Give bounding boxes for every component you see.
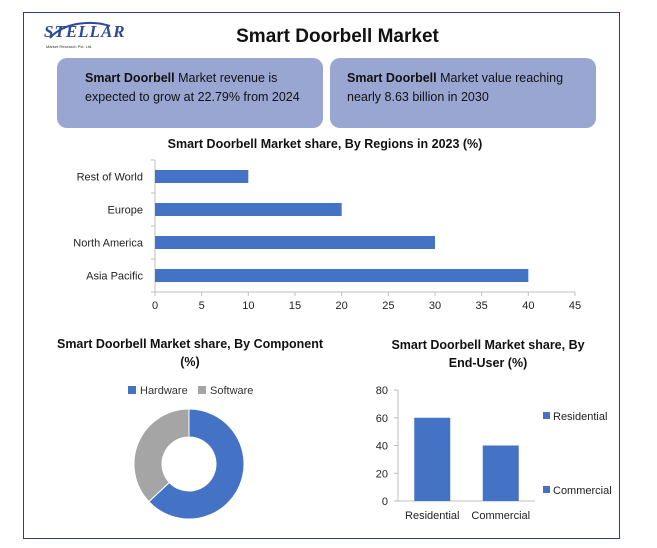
y-tick-label: 40 bbox=[376, 441, 388, 453]
category-label: North America bbox=[73, 238, 144, 250]
legend-swatch-hardware bbox=[128, 386, 136, 394]
legend-swatch-software bbox=[198, 386, 206, 394]
component-chart-title: Smart Doorbell Market share, By Componen… bbox=[40, 335, 340, 371]
region-chart-title: Smart Doorbell Market share, By Regions … bbox=[167, 137, 483, 151]
bar-rest-of-world bbox=[155, 170, 249, 183]
card-bold-text: Smart Doorbell bbox=[85, 71, 175, 85]
market-value-card: Smart Doorbell Market value reaching nea… bbox=[330, 58, 596, 128]
category-label: Rest of World bbox=[77, 172, 143, 184]
category-label: Residential bbox=[405, 510, 459, 522]
donut-slice-software bbox=[133, 408, 190, 503]
y-tick-label: 60 bbox=[376, 413, 388, 425]
x-tick-label: 35 bbox=[476, 300, 488, 312]
donut-slice-hardware bbox=[148, 408, 245, 520]
x-tick-label: 0 bbox=[152, 300, 158, 312]
x-tick-label: 10 bbox=[242, 300, 254, 312]
card-bold-text: Smart Doorbell bbox=[347, 71, 437, 85]
x-tick-label: 5 bbox=[199, 300, 205, 312]
revenue-growth-card: Smart Doorbell Market revenue is expecte… bbox=[57, 58, 323, 128]
x-tick-label: 40 bbox=[522, 300, 534, 312]
end-user-column-chart: 0 20 40 60 80 Residential Commercial Residentia… bbox=[376, 385, 612, 522]
end-user-chart-title: Smart Doorbell Market share, By End-User… bbox=[368, 336, 608, 372]
column-commercial bbox=[482, 445, 519, 501]
x-tick-label: 20 bbox=[336, 300, 348, 312]
legend-label-hardware: Hardware bbox=[140, 385, 188, 397]
component-title-line1: Smart Doorbell Market share, By Componen… bbox=[56, 337, 324, 351]
logo-subtext: Market Research Pvt. Ltd. bbox=[46, 44, 93, 49]
x-tick-label: 25 bbox=[382, 300, 394, 312]
end-user-title-line2: End-User (%) bbox=[448, 356, 528, 370]
card-text: Market value reaching nearly 8.63 billio… bbox=[347, 71, 564, 104]
component-title-line2: (%) bbox=[180, 355, 200, 369]
page-title: Smart Doorbell Market bbox=[236, 26, 439, 47]
category-label: Asia Pacific bbox=[86, 271, 143, 283]
category-label: Europe bbox=[108, 205, 143, 217]
x-tick-label: 30 bbox=[429, 300, 441, 312]
y-tick-label: 20 bbox=[376, 468, 388, 480]
column-residential bbox=[414, 417, 451, 501]
legend-label-commercial: Commercial bbox=[553, 485, 612, 497]
category-label: Commercial bbox=[471, 510, 530, 522]
legend-label-residential: Residential bbox=[553, 411, 607, 423]
y-tick-label: 80 bbox=[376, 385, 388, 397]
bar-asia-pacific bbox=[155, 269, 529, 282]
end-user-title-line1: Smart Doorbell Market share, By bbox=[391, 338, 585, 352]
y-tick-label: 0 bbox=[382, 496, 388, 508]
company-logo: STELLAR Market Research Pvt. Ltd. bbox=[44, 20, 125, 56]
bar-europe bbox=[155, 203, 342, 216]
legend-label-software: Software bbox=[210, 385, 253, 397]
region-bar-chart: Asia Pacific North America Europe Rest of W… bbox=[73, 159, 581, 312]
card-text: Market revenue is expected to grow at 22… bbox=[85, 71, 300, 104]
x-tick-label: 45 bbox=[569, 300, 581, 312]
legend-swatch-residential bbox=[543, 412, 550, 419]
logo-text: STELLAR bbox=[44, 22, 126, 41]
bar-north-america bbox=[155, 236, 435, 249]
x-tick-label: 15 bbox=[289, 300, 301, 312]
legend-swatch-commercial bbox=[543, 486, 550, 493]
logo-swoosh-icon bbox=[49, 21, 111, 39]
component-donut-chart: Hardware Software bbox=[128, 385, 253, 520]
infographic-frame bbox=[23, 12, 620, 539]
